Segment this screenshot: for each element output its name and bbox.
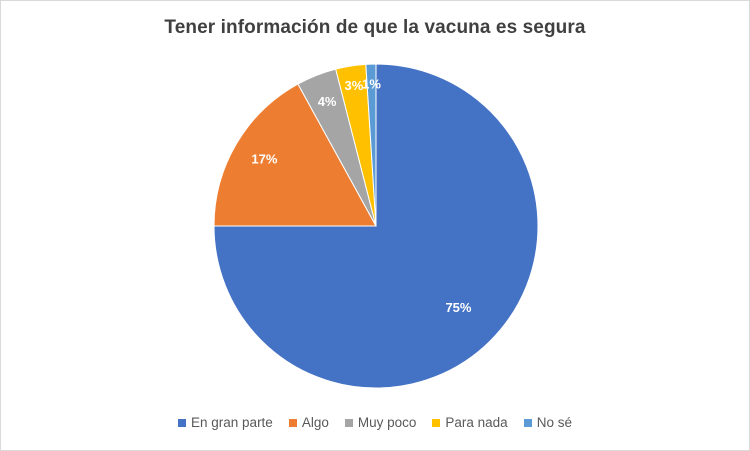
data-label: 75% — [445, 300, 471, 315]
data-label: 4% — [318, 94, 337, 109]
legend-label: Algo — [301, 415, 329, 430]
data-label: 1% — [362, 77, 381, 92]
legend-label: No sé — [536, 415, 572, 430]
chart-title: Tener información de que la vacuna es se… — [164, 17, 586, 38]
legend-item: Muy poco — [344, 415, 417, 430]
legend-item: Algo — [288, 415, 329, 430]
pie-slice-no-s- — [365, 63, 377, 227]
legend-label: En gran parte — [191, 415, 273, 430]
legend-item: No sé — [523, 415, 572, 430]
legend-label: Para nada — [445, 415, 508, 430]
legend: En gran parte Algo Muy poco Para nada No sé — [1, 415, 749, 430]
legend-item: En gran parte — [178, 415, 273, 430]
legend-swatch — [432, 418, 441, 427]
data-label: 17% — [251, 151, 277, 166]
legend-swatch — [344, 418, 353, 427]
pie-slices — [213, 63, 539, 389]
legend-swatch — [178, 418, 187, 427]
legend-swatch — [523, 418, 532, 427]
data-label: 3% — [345, 78, 364, 93]
legend-item: Para nada — [432, 415, 508, 430]
legend-label: Muy poco — [357, 415, 417, 430]
legend-swatch — [288, 418, 297, 427]
pie-labels: 75% 17% 4% 3%1% — [251, 77, 471, 315]
pie-slice-algo — [213, 83, 377, 227]
